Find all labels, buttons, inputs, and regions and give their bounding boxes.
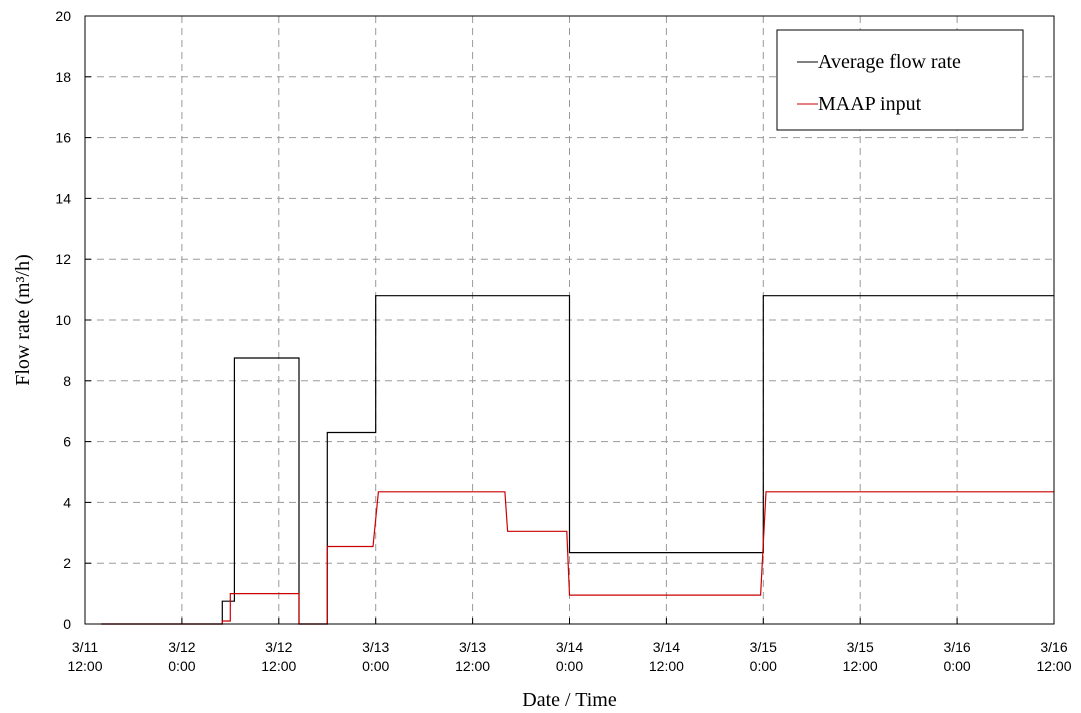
x-tick-label: 3/11 12:00 <box>67 639 102 674</box>
x-tick-label: 3/16 12:00 <box>1036 639 1071 674</box>
x-axis-ticks: 3/11 12:00 3/12 0:00 3/12 12:00 3/13 0:00 3/13 12… <box>67 618 1072 674</box>
y-axis-title: Flow rate (m³/h) <box>12 254 34 386</box>
x-tick-label: 3/15 12:00 <box>843 639 878 674</box>
y-tick-label: 18 <box>55 69 71 85</box>
x-tick-label: 3/13 12:00 <box>455 639 490 674</box>
legend-label-maap-input: MAAP input <box>818 93 922 115</box>
y-tick-label: 4 <box>63 494 71 510</box>
y-tick-label: 2 <box>63 555 71 571</box>
x-tick-label: 3/14 12:00 <box>649 639 684 674</box>
y-tick-label: 6 <box>63 434 71 450</box>
y-tick-label: 0 <box>63 616 71 632</box>
y-tick-label: 16 <box>55 130 71 146</box>
x-tick-label: 3/15 0:00 <box>750 639 777 674</box>
y-tick-label: 12 <box>55 251 71 267</box>
x-tick-label: 3/12 12:00 <box>261 639 296 674</box>
y-tick-label: 8 <box>63 373 71 389</box>
y-tick-label: 14 <box>55 190 71 206</box>
x-tick-label: 3/12 0:00 <box>168 639 195 674</box>
series-lines <box>101 295 1054 625</box>
series-line-maap-input <box>101 491 1054 625</box>
x-tick-label: 3/13 0:00 <box>362 639 389 674</box>
legend-box <box>776 29 1024 131</box>
y-tick-label: 10 <box>55 312 71 328</box>
x-tick-label: 3/14 0:00 <box>556 639 583 674</box>
x-tick-label: 3/16 0:00 <box>943 639 970 674</box>
x-axis-title: Date / Time <box>522 689 617 711</box>
series-line-average-flow-rate <box>101 295 1054 625</box>
legend-label-average-flow-rate: Average flow rate <box>818 51 961 73</box>
y-axis-ticks: 0 2 4 6 8 10 12 14 16 18 20 <box>55 8 91 632</box>
y-tick-label: 20 <box>55 8 71 24</box>
legend: Average flow rate MAAP input <box>776 29 1024 131</box>
